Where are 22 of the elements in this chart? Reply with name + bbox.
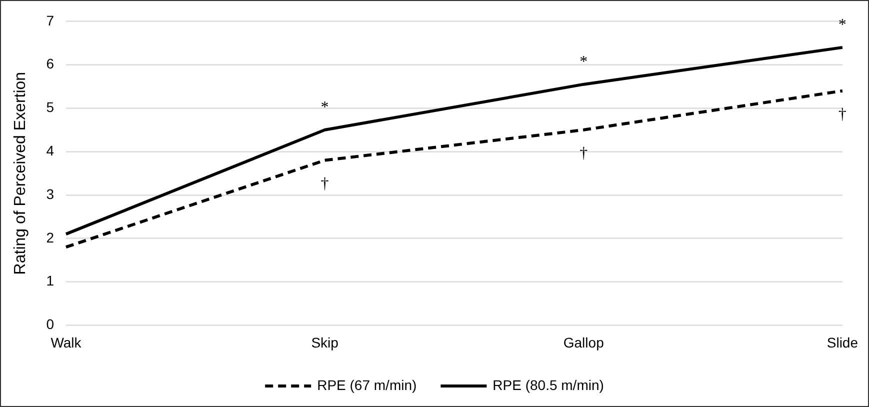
y-tick-label: 1 [46,272,54,289]
y-tick-label: 7 [46,12,54,28]
line-series [64,89,844,249]
annotation: † [838,106,846,124]
x-tick-label: Skip [311,334,339,350]
legend-label: RPE (80.5 m/min) [492,376,604,393]
y-axis-title: Rating of Perceived Exertion [12,72,30,275]
annotation: † [580,145,588,162]
y-tick-label: 5 [46,99,54,116]
x-tick-label: Gallop [563,334,604,350]
y-tick-label: 3 [46,186,54,202]
legend-label: RPE (67 m/min) [317,376,417,393]
x-tick-label: Slide [826,334,858,350]
annotation: * [580,54,588,71]
annotation: * [320,99,329,116]
x-tick-label: Walk [50,334,82,350]
y-tick-label: 0 [46,316,54,332]
annotation: † [320,175,329,192]
annotation: * [838,16,846,34]
y-tick-label: 2 [46,229,54,246]
y-tick-label: 4 [46,142,54,158]
y-tick-label: 6 [46,56,54,72]
